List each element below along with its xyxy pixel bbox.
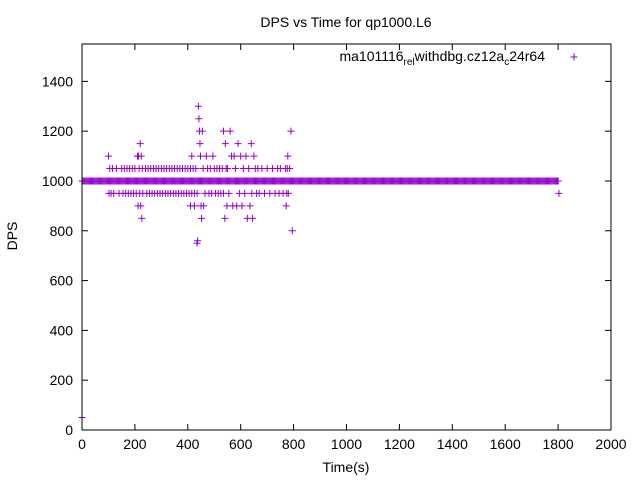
data-point [192,165,200,173]
legend: ma101116relwithdbg.cz12ac24r64 [339,48,578,68]
data-point [288,227,296,235]
y-tick-label: 1000 [42,173,73,189]
data-point [287,127,295,135]
data-point [221,214,229,222]
data-point [249,214,257,222]
data-point [241,189,249,197]
data-point [282,202,290,210]
x-tick-label: 200 [123,436,147,452]
data-point [238,202,246,210]
plot-frame [81,43,612,431]
x-tick-label: 1800 [543,436,574,452]
data-point [230,152,238,160]
data-point [245,165,253,173]
x-tick-label: 1400 [437,436,468,452]
data-point [221,140,229,148]
data-point [194,102,202,110]
legend-marker [570,53,578,61]
data-point [284,189,292,197]
y-tick-label: 600 [50,273,74,289]
data-point [209,152,217,160]
data-point [198,127,206,135]
data-point [242,152,250,160]
x-tick-label: 400 [176,436,200,452]
x-tick-label: 0 [78,436,86,452]
legend-label-part: withdbg.cz12a [414,48,505,64]
y-tick-label: 800 [50,223,74,239]
y-tick-label: 1200 [42,123,73,139]
data-point [220,127,228,135]
data-point [250,152,258,160]
x-tick-label: 1200 [384,436,415,452]
y-tick-label: 0 [65,422,73,438]
x-tick-label: 800 [282,436,306,452]
data-point [188,152,196,160]
data-point [137,202,145,210]
legend-label-subscript: rel [404,57,415,68]
y-tick-label: 200 [50,372,74,388]
x-tick-label: 1600 [490,436,521,452]
y-axis-label: DPS [4,222,20,251]
x-tick-label: 1000 [331,436,362,452]
legend-label: ma101116relwithdbg.cz12ac24r64 [339,48,545,68]
data-point [137,152,145,160]
legend-label-part: 24r64 [509,48,545,64]
data-point [200,202,208,210]
data-points [78,102,563,422]
legend-label-part: ma101116 [339,48,403,64]
x-tick-label: 600 [229,436,253,452]
data-point [202,152,210,160]
data-point [195,115,203,123]
data-point [193,189,201,197]
data-point [138,214,146,222]
data-point [104,152,112,160]
data-point [555,189,563,197]
data-point [234,140,242,148]
data-point [223,165,231,173]
x-axis-label: Time(s) [323,459,370,475]
y-tick-label: 1400 [42,73,73,89]
legend-label-subscript: c [504,57,509,68]
data-point [554,177,562,185]
data-point [231,165,239,173]
data-point [246,202,254,210]
chart-title: DPS vs Time for qp1000.L6 [260,14,431,30]
data-point [190,202,198,210]
y-tick-label: 400 [50,322,74,338]
data-point [196,140,204,148]
data-point [286,165,294,173]
axis-ticks: 0 200 400 600 800 1000 1200 1400 1600 1800 2000 0 20… [42,44,627,452]
data-point [136,140,144,148]
data-point [198,214,206,222]
data-point [284,152,292,160]
data-point [225,189,233,197]
data-point [247,140,255,148]
data-point [226,127,234,135]
data-point [194,237,202,245]
x-tick-label: 2000 [595,436,626,452]
